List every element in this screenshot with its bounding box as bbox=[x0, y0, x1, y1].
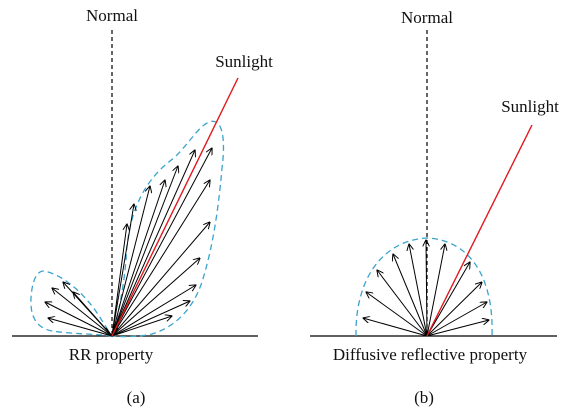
normal-label-b: Normal bbox=[401, 8, 453, 27]
ray-arrow bbox=[52, 288, 113, 337]
property-label-a: RR property bbox=[69, 345, 154, 364]
caption-a: (a) bbox=[127, 388, 146, 407]
ray-arrow bbox=[111, 180, 165, 337]
ray-arrow bbox=[111, 301, 190, 337]
ray-arrow bbox=[48, 318, 113, 337]
ray-arrow bbox=[111, 224, 127, 337]
ray-arrow bbox=[111, 148, 212, 337]
panel-b: Normal Sunlight Diffusive reflective pro… bbox=[310, 8, 559, 407]
ray-arrow bbox=[426, 262, 470, 337]
ray-arrow bbox=[366, 292, 428, 337]
sunlight-ray-b bbox=[426, 124, 533, 337]
diffuse-envelope-b bbox=[355, 237, 493, 337]
ray-arrow bbox=[393, 254, 428, 337]
ray-arrow bbox=[111, 180, 210, 337]
reflected-rays-b bbox=[363, 240, 489, 337]
ray-arrow bbox=[111, 186, 150, 337]
property-label-b: Diffusive reflective property bbox=[333, 345, 528, 364]
ray-arrow bbox=[111, 204, 134, 337]
sunlight-label-b: Sunlight bbox=[501, 97, 559, 116]
caption-b: (b) bbox=[414, 388, 434, 407]
ray-arrow bbox=[377, 270, 428, 337]
ray-arrow bbox=[73, 292, 113, 337]
ray-arrow bbox=[111, 285, 196, 337]
reflected-rays-a bbox=[45, 148, 212, 337]
ray-arrow bbox=[111, 166, 178, 337]
ray-arrow bbox=[363, 318, 428, 337]
panel-a: Normal Sunlight RR property (a) bbox=[12, 6, 273, 407]
ray-arrow bbox=[45, 302, 113, 337]
ray-arrow bbox=[111, 150, 195, 337]
ray-arrow bbox=[426, 320, 489, 337]
ray-arrow bbox=[409, 244, 428, 337]
ray-arrow bbox=[426, 240, 427, 337]
ray-arrow bbox=[426, 302, 487, 337]
ray-arrow bbox=[111, 258, 200, 337]
normal-label-a: Normal bbox=[86, 6, 138, 25]
ray-arrow bbox=[111, 316, 172, 337]
sunlight-label-a: Sunlight bbox=[215, 52, 273, 71]
sunlight-ray-a bbox=[111, 77, 239, 337]
ray-arrow bbox=[111, 222, 210, 337]
ray-arrow bbox=[426, 244, 445, 337]
ray-arrow bbox=[426, 282, 482, 337]
